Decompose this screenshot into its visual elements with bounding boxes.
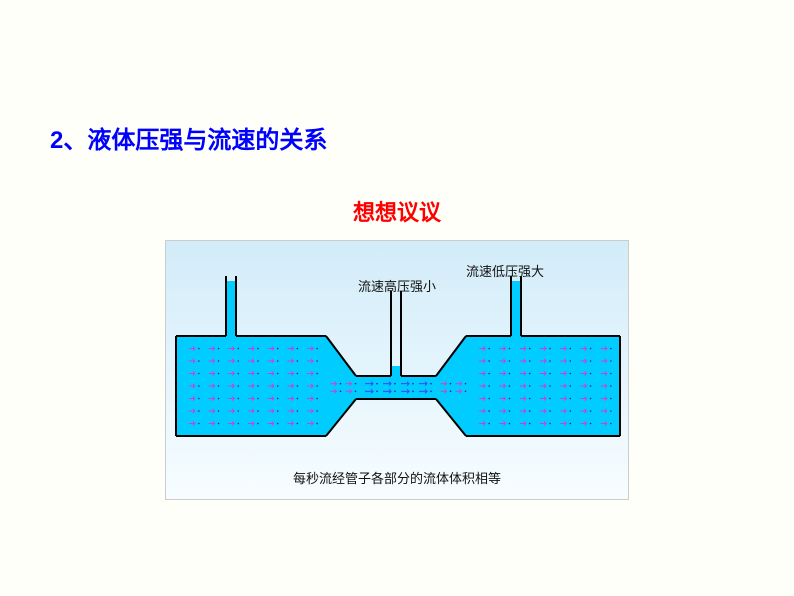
section-title: 2、液体压强与流速的关系 xyxy=(50,120,327,155)
label-high-speed-low-pressure: 流速高压强小 xyxy=(166,276,628,295)
venturi-diagram: 流速高压强小 流速低压强大 每秒流经管子各部分的流体体积相等 xyxy=(165,240,629,500)
diagram-caption: 每秒流经管子各部分的流体体积相等 xyxy=(166,468,628,487)
slide: 2、液体压强与流速的关系 想想议议 流速高压强小 流速低压强大 每秒流经管子各部… xyxy=(0,0,794,596)
subtitle: 想想议议 xyxy=(0,195,794,227)
label-low-speed-high-pressure: 流速低压强大 xyxy=(466,261,544,280)
